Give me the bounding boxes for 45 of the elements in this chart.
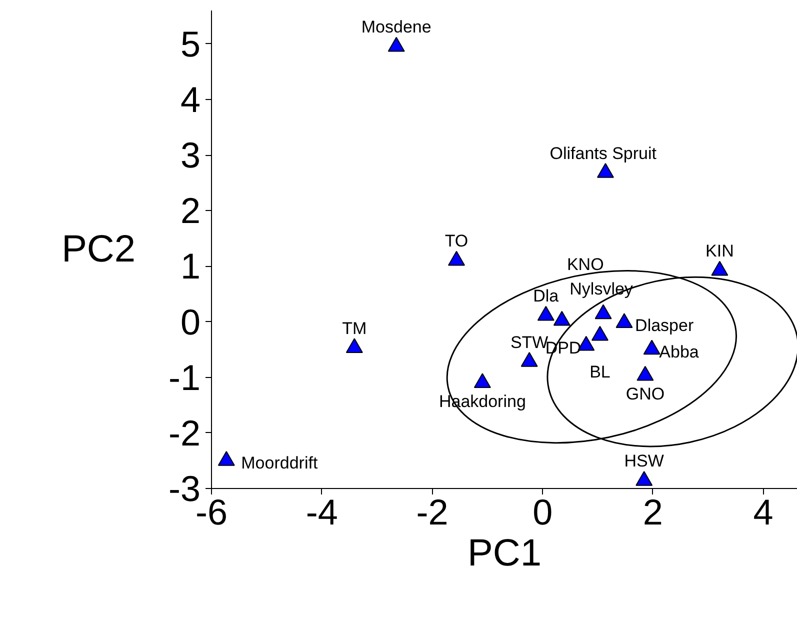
annotation: GNO (626, 384, 665, 404)
annotation: Mosdene (361, 18, 432, 37)
annotation: Abba (659, 342, 700, 362)
x-axis-title: PC1 (468, 532, 542, 574)
point (591, 326, 608, 341)
point (616, 313, 633, 328)
annotation: BL (590, 362, 610, 382)
point (596, 163, 614, 178)
y-tick-label: -2 (168, 412, 201, 454)
annotation: Olifants Spruit (550, 144, 657, 163)
x-tick-label: -2 (416, 492, 448, 532)
annotation: TO (444, 232, 468, 251)
point (643, 340, 660, 355)
annotation: Nylsvley (570, 280, 634, 299)
y-tick-label: 5 (180, 23, 201, 64)
annotation: TM (342, 318, 367, 338)
annotation: Moorddrift (241, 454, 318, 473)
x-tick-label: -4 (306, 492, 338, 532)
y-axis-title: PC2 (62, 228, 136, 270)
point (636, 470, 653, 486)
point (448, 250, 465, 266)
annotation: Dlasper (635, 316, 694, 335)
point (594, 304, 612, 320)
x-tick-label: 4 (753, 492, 774, 532)
annotation: HSW (624, 452, 664, 471)
point (346, 338, 363, 353)
point (537, 306, 554, 321)
y-tick-label: -1 (168, 356, 201, 398)
x-tick-label: 2 (642, 492, 663, 532)
point (218, 450, 235, 466)
point (711, 260, 728, 276)
x-tick-label: 0 (532, 492, 553, 532)
y-tick-label: 0 (180, 301, 201, 342)
point (636, 366, 654, 381)
y-tick-label: 2 (180, 190, 201, 232)
point (474, 373, 491, 388)
annotation: KIN (706, 242, 734, 261)
annotation: KNO (566, 254, 604, 274)
annotation: Dla (533, 286, 560, 306)
y-tick-label: 1 (180, 246, 201, 287)
point (520, 352, 538, 367)
point (553, 310, 570, 326)
point (388, 36, 405, 52)
y-tick-label: 3 (180, 134, 201, 176)
y-tick-label: 4 (180, 78, 201, 120)
